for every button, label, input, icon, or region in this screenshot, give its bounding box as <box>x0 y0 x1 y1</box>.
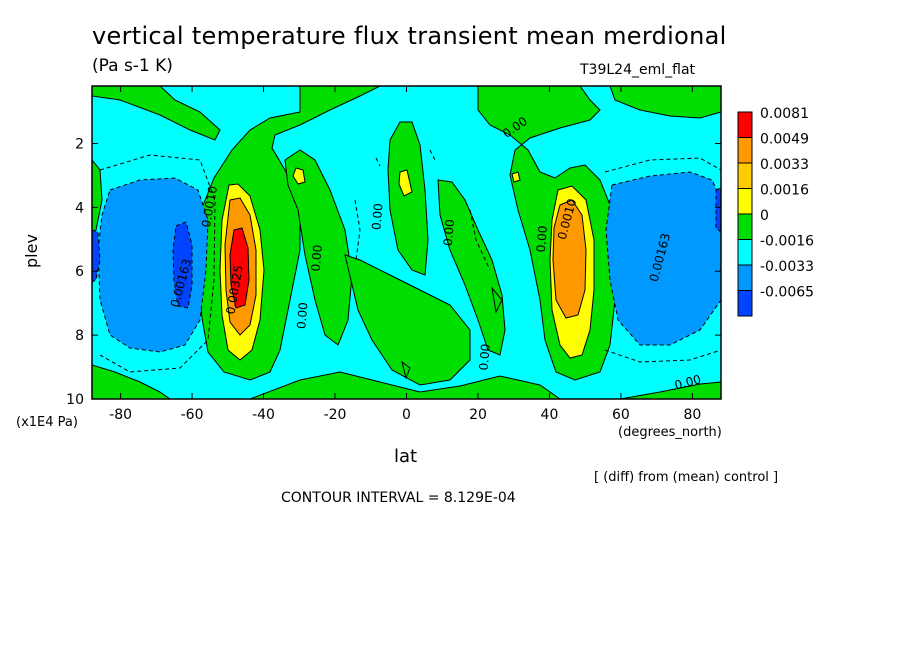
run-name: T39L24_eml_flat <box>580 62 696 78</box>
fill-band-pos-small <box>344 254 471 386</box>
fill-band-neg-mid <box>97 177 209 353</box>
fill-band-pos-max <box>229 227 250 309</box>
contour-label: 0.00 <box>673 372 702 392</box>
contour-label: 0.00 <box>309 244 325 272</box>
contour-line-positive <box>491 286 503 314</box>
legend-swatch <box>737 111 753 138</box>
y-tick-label: 2 <box>75 136 84 152</box>
fill-band-pos-small <box>92 159 103 241</box>
fill-band-pos-small <box>609 86 721 119</box>
legend-swatch <box>737 264 753 291</box>
contour-interval: CONTOUR INTERVAL = 8.129E-04 <box>281 490 516 506</box>
x-tick-label: -60 <box>181 407 204 423</box>
contour-label: 0.00 <box>477 343 493 371</box>
fill-band-pos-small <box>249 371 561 399</box>
fill-band-pos-small <box>92 86 221 141</box>
legend-label: 0.0033 <box>760 157 809 173</box>
legend-swatch <box>737 188 753 215</box>
x-tick-label: 20 <box>469 407 487 423</box>
contour-line-negative <box>99 154 216 373</box>
legend-label: 0.0049 <box>760 132 809 148</box>
y-tick-label: 8 <box>75 328 84 344</box>
legend-swatch <box>737 213 753 240</box>
color-legend: 0.0081 0.0049 0.0033 0.0016 0 -0.0016 -0.0033 -… <box>737 106 814 317</box>
contour-line-negative <box>354 199 361 261</box>
fill-band-pos-small <box>437 179 506 356</box>
x-tick-label: -20 <box>324 407 347 423</box>
y-tick-label: 6 <box>75 264 84 280</box>
contour-label: 0.00 <box>369 203 385 231</box>
plot-area <box>92 86 721 399</box>
fill-band-pos-small <box>387 121 429 276</box>
legend-swatch <box>737 239 753 266</box>
contour-line-positive <box>401 360 411 380</box>
chart-title: vertical temperature flux transient mean… <box>92 22 727 50</box>
y-tick-label: 4 <box>75 200 84 216</box>
legend-swatch <box>737 137 753 164</box>
fill-band-neg-mid <box>605 171 721 346</box>
legend-label: 0 <box>760 208 769 224</box>
fill-band-pos-small <box>619 381 721 399</box>
fill-band-pos-small <box>284 149 353 346</box>
contour-label: 0.00 <box>534 225 550 253</box>
x-tick-label: 0 <box>402 407 411 423</box>
x-tick-label: -80 <box>109 407 132 423</box>
x-axis-title: lat <box>394 446 418 467</box>
chart-units: (Pa s-1 K) <box>92 56 173 76</box>
diff-note: [ (diff) from (mean) control ] <box>594 470 779 485</box>
contour-line-negative <box>469 209 491 271</box>
contour-line-negative <box>429 149 437 163</box>
x-tick-label: 40 <box>541 407 559 423</box>
fill-band-neg-high <box>715 187 721 233</box>
y-axis: 2 4 6 8 10 <box>66 136 721 408</box>
legend-label: 0.0081 <box>760 106 809 122</box>
contour-label: 0.00 <box>441 219 457 247</box>
legend-label: 0.0016 <box>760 183 809 199</box>
fill-band-pos-mid <box>292 167 306 185</box>
x-tick-label: 80 <box>683 407 701 423</box>
fill-band-pos-mid <box>511 171 521 183</box>
contour-line-negative <box>375 157 381 167</box>
y-axis-title: plev <box>22 234 41 268</box>
fill-band-neg-high <box>172 221 193 309</box>
legend-swatch <box>737 290 753 317</box>
y-axis-unit: (x1E4 Pa) <box>16 415 78 430</box>
x-axis: -80 -60 -40 -20 0 20 40 60 80 <box>109 86 701 423</box>
legend-swatch <box>737 162 753 189</box>
contour-label: 0.00 <box>294 302 310 330</box>
x-tick-label: -40 <box>252 407 275 423</box>
contour-line-negative <box>604 157 721 173</box>
legend-label: -0.0033 <box>760 259 814 275</box>
fill-band-pos-small <box>92 364 171 399</box>
y-tick-label: 10 <box>66 392 84 408</box>
fill-band-neg-high <box>92 229 101 283</box>
fill-band-pos-high <box>552 199 587 319</box>
fill-band-pos-mid <box>398 169 413 197</box>
x-axis-unit: (degrees_north) <box>618 425 722 440</box>
legend-label: -0.0065 <box>760 285 814 301</box>
x-tick-label: 60 <box>612 407 630 423</box>
legend-label: -0.0016 <box>760 234 814 250</box>
